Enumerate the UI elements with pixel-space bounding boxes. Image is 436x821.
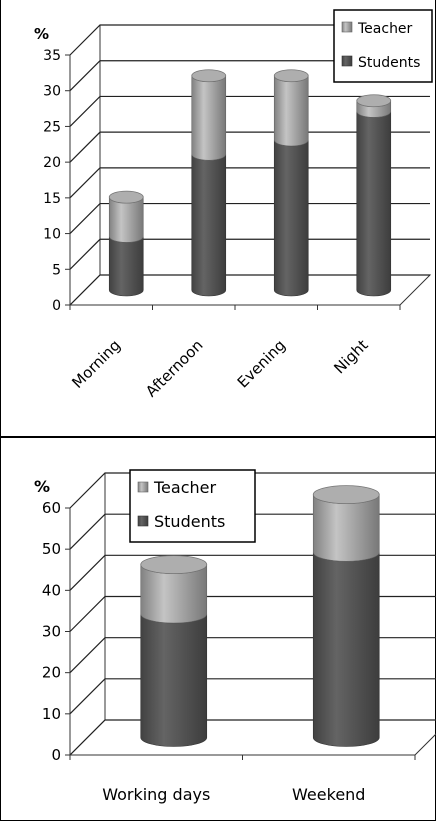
chart0-y-tick-label: 0 — [52, 298, 61, 314]
chart1-y-tick-label: 50 — [42, 540, 61, 558]
chart1-y-tick-label: 30 — [42, 623, 61, 641]
chart0-y-tick-label: 35 — [43, 48, 61, 64]
chart0-y-tick-label: 20 — [43, 155, 61, 171]
chart1-unit-label: % — [34, 477, 50, 496]
chart1-gridline — [69, 637, 436, 674]
chart0-gridline — [69, 274, 430, 306]
chart0-y-tick-label: 10 — [43, 227, 61, 243]
chart0-legend-swatch-teacher — [341, 21, 353, 33]
chart0-legend-label-teacher: Teacher — [357, 21, 413, 37]
chart1-y-tick-label: 10 — [42, 705, 61, 723]
chart0-bar-teacher-0 — [108, 197, 144, 243]
chart1-category-label: Working days — [102, 785, 210, 804]
chart0-gridline — [69, 202, 430, 234]
chart0-bar-students-2 — [273, 139, 309, 297]
chart0-bar-students-3 — [356, 111, 392, 297]
chart1-gridline — [69, 678, 436, 715]
chart0-bar-cap-1 — [191, 69, 227, 83]
chart0-bar-cap-0 — [108, 190, 144, 204]
chart0-gridline — [69, 24, 430, 56]
chart0-gridline — [69, 60, 430, 92]
chart0-y-tick-label: 30 — [43, 84, 61, 100]
chart0-legend-label-students: Students — [358, 55, 420, 71]
chart1-legend-label-teacher: Teacher — [153, 478, 216, 497]
chart1-legend-swatch-students — [137, 515, 149, 527]
chart0-bar-cap-2 — [273, 69, 309, 83]
chart0-legend-swatch-students — [341, 55, 353, 67]
chart1-gridline — [69, 595, 436, 632]
chart1-y-tick-label: 60 — [42, 499, 61, 517]
chart1-bar-teacher-1 — [312, 494, 380, 562]
chart0-bar-students-1 — [191, 154, 227, 297]
chart1-y-tick-label: 20 — [42, 664, 61, 682]
chart1-legend-swatch-teacher — [137, 481, 149, 493]
chart0-bar-cap-3 — [356, 94, 392, 108]
chart1-bar-students-0 — [140, 613, 208, 747]
chart0-bar-teacher-2 — [273, 75, 309, 147]
chart1-y-tick-label: 40 — [42, 581, 61, 599]
chart0-gridline — [69, 238, 430, 270]
chart0-y-tick-label: 15 — [43, 191, 61, 207]
chart1-legend-label-students: Students — [154, 512, 225, 531]
chart1-legend-box — [129, 469, 256, 543]
chart1-bar-cap-1 — [312, 485, 380, 505]
chart1-bar-cap-0 — [140, 555, 208, 574]
chart0-category-label: Night — [330, 336, 371, 377]
chart0-bar-students-0 — [108, 236, 144, 297]
chart0-gridline — [69, 167, 430, 199]
chart0-gridline — [69, 95, 430, 127]
chart0-category-label: Evening — [234, 336, 289, 391]
chart1-floor — [68, 719, 436, 756]
chart0-gridline — [69, 131, 430, 163]
chart0-category-label: Afternoon — [142, 336, 206, 400]
chart1-bar-students-1 — [312, 552, 380, 747]
chart0-y-tick-label: 5 — [52, 262, 61, 278]
chart1-gridline — [69, 719, 436, 756]
chart1-gridline — [69, 472, 436, 509]
chart1-gridline — [69, 554, 436, 591]
chart0-unit-label: % — [34, 25, 49, 43]
chart0-bar-teacher-1 — [191, 75, 227, 161]
chart1-category-label: Weekend — [292, 785, 365, 804]
chart0-y-tick-label: 25 — [43, 119, 61, 135]
chart0-category-label: Morning — [68, 336, 124, 392]
chart1-y-tick-label: 0 — [51, 746, 61, 764]
